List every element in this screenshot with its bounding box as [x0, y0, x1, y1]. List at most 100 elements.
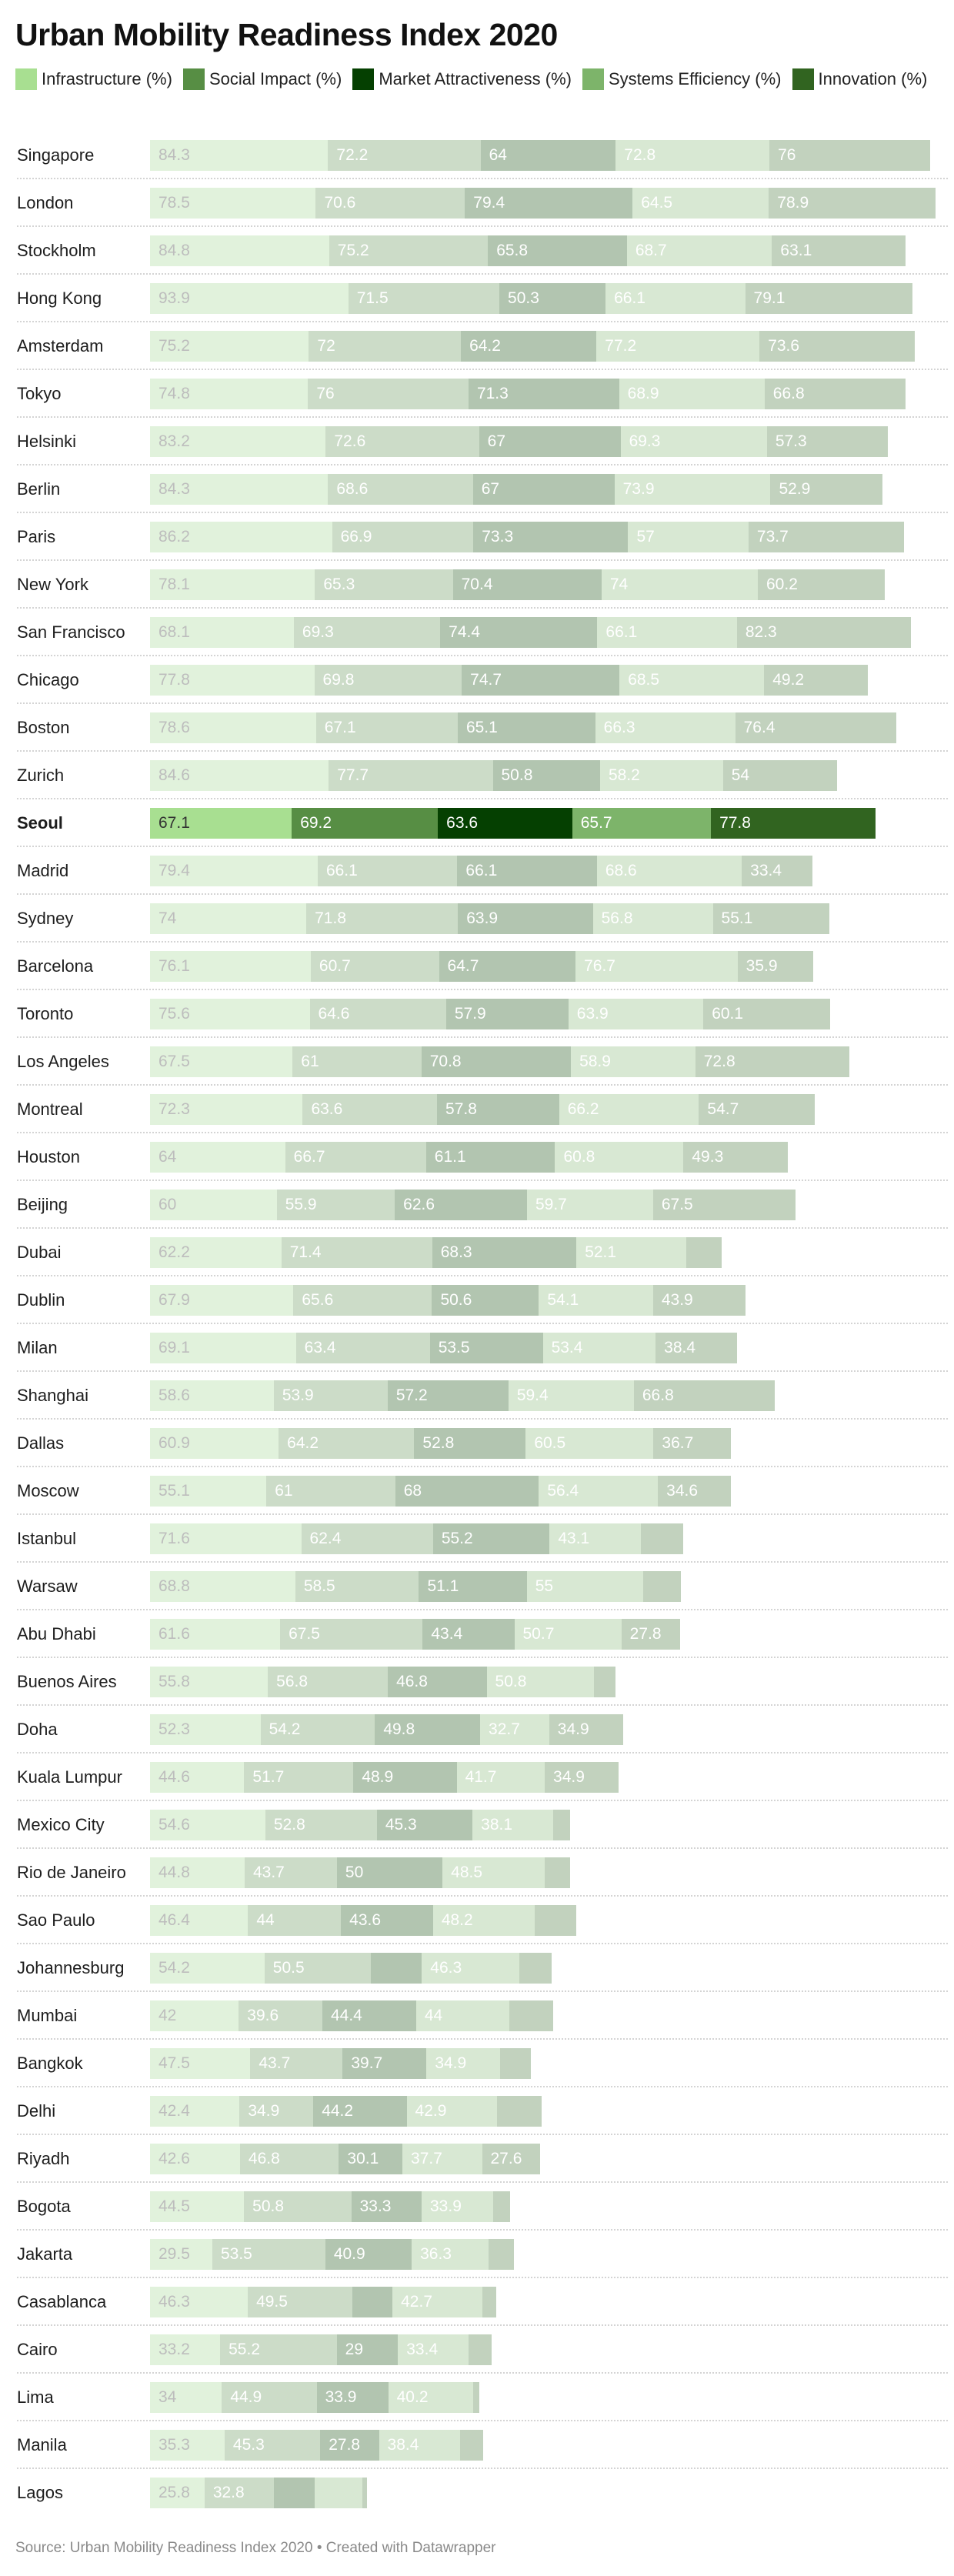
bar-segment-infrastructure[interactable]: 84.3: [150, 474, 329, 505]
bar-segment-systems-efficiency[interactable]: 65.7: [572, 808, 712, 839]
bar-segment-market-attractiveness[interactable]: 57.8: [437, 1094, 559, 1125]
bar-segment-market-attractiveness[interactable]: 74.4: [440, 617, 598, 648]
bar-segment-systems-efficiency[interactable]: 55: [526, 1571, 643, 1602]
bar-segment-market-attractiveness[interactable]: 62.6: [395, 1190, 527, 1220]
bar-segment-market-attractiveness[interactable]: 70.8: [421, 1046, 572, 1077]
bar-segment-market-attractiveness[interactable]: 55.2: [432, 1523, 550, 1554]
bar-segment-innovation[interactable]: [468, 2334, 492, 2365]
bar-segment-systems-efficiency[interactable]: 42.9: [406, 2096, 498, 2127]
bar-segment-innovation[interactable]: 52.9: [770, 474, 882, 505]
bar-segment-systems-efficiency[interactable]: 46.3: [422, 1953, 520, 1984]
bar-segment-innovation[interactable]: [488, 2239, 514, 2270]
bar-segment-innovation[interactable]: 66.8: [764, 379, 906, 409]
bar-segment-social-impact[interactable]: 55.2: [220, 2334, 337, 2365]
bar-segment-innovation[interactable]: [642, 1571, 682, 1602]
bar-segment-social-impact[interactable]: 68.6: [328, 474, 473, 505]
bar-segment-innovation[interactable]: [519, 1953, 552, 1984]
bar-segment-social-impact[interactable]: 55.9: [276, 1190, 395, 1220]
bar-segment-social-impact[interactable]: 63.6: [302, 1094, 438, 1125]
bar-segment-social-impact[interactable]: 51.7: [244, 1762, 354, 1793]
bar-segment-market-attractiveness[interactable]: 71.3: [468, 379, 619, 409]
bar-segment-market-attractiveness[interactable]: [371, 1953, 422, 1984]
bar-segment-infrastructure[interactable]: 42.6: [150, 2144, 240, 2174]
bar-segment-market-attractiveness[interactable]: 33.9: [316, 2382, 389, 2413]
bar-segment-innovation[interactable]: 35.9: [737, 951, 814, 982]
bar-segment-social-impact[interactable]: 63.4: [295, 1333, 430, 1363]
bar-segment-systems-efficiency[interactable]: 54.1: [539, 1285, 653, 1316]
bar-segment-innovation[interactable]: [482, 2287, 497, 2317]
bar-segment-innovation[interactable]: 34.6: [658, 1476, 732, 1507]
bar-segment-systems-efficiency[interactable]: 56.4: [539, 1476, 659, 1507]
bar-segment-innovation[interactable]: 78.9: [769, 188, 936, 219]
bar-segment-social-impact[interactable]: 69.3: [293, 617, 441, 648]
bar-segment-social-impact[interactable]: 66.7: [285, 1142, 426, 1173]
bar-segment-systems-efficiency[interactable]: 41.7: [456, 1762, 545, 1793]
bar-segment-market-attractiveness[interactable]: 27.8: [320, 2430, 379, 2461]
bar-segment-social-impact[interactable]: 72.2: [328, 140, 481, 171]
bar-segment-innovation[interactable]: 54: [722, 760, 837, 791]
bar-segment-infrastructure[interactable]: 78.1: [150, 569, 315, 600]
bar-segment-market-attractiveness[interactable]: 50.3: [499, 283, 606, 314]
bar-segment-innovation[interactable]: 49.2: [764, 665, 869, 696]
bar-segment-systems-efficiency[interactable]: 68.7: [626, 235, 772, 266]
bar-segment-market-attractiveness[interactable]: 64.2: [461, 331, 597, 362]
bar-segment-systems-efficiency[interactable]: 34.9: [426, 2048, 501, 2079]
bar-segment-systems-efficiency[interactable]: 50.8: [486, 1667, 594, 1697]
bar-segment-systems-efficiency[interactable]: 38.4: [379, 2430, 460, 2461]
bar-segment-innovation[interactable]: 49.3: [683, 1142, 788, 1173]
bar-segment-social-impact[interactable]: 64.6: [309, 999, 446, 1029]
bar-segment-market-attractiveness[interactable]: 61.1: [425, 1142, 555, 1173]
bar-segment-systems-efficiency[interactable]: 33.4: [398, 2334, 469, 2365]
bar-segment-market-attractiveness[interactable]: 44.4: [322, 2000, 416, 2031]
bar-segment-infrastructure[interactable]: 47.5: [150, 2048, 251, 2079]
bar-segment-infrastructure[interactable]: 60.9: [150, 1428, 279, 1459]
bar-segment-social-impact[interactable]: 46.8: [239, 2144, 339, 2174]
bar-segment-systems-efficiency[interactable]: 38.1: [472, 1810, 553, 1840]
bar-segment-market-attractiveness[interactable]: 57.2: [387, 1380, 509, 1411]
bar-segment-systems-efficiency[interactable]: 64.5: [632, 188, 769, 219]
bar-segment-infrastructure[interactable]: 42.4: [150, 2096, 240, 2127]
bar-segment-innovation[interactable]: 43.9: [652, 1285, 746, 1316]
bar-segment-social-impact[interactable]: 53.9: [273, 1380, 388, 1411]
bar-segment-infrastructure[interactable]: 44.5: [150, 2191, 245, 2222]
bar-segment-social-impact[interactable]: 71.4: [281, 1237, 432, 1268]
bar-segment-infrastructure[interactable]: 68.8: [150, 1571, 295, 1602]
bar-segment-innovation[interactable]: 27.6: [482, 2144, 541, 2174]
bar-segment-social-impact[interactable]: 61: [292, 1046, 422, 1077]
bar-segment-infrastructure[interactable]: 74: [150, 903, 307, 934]
bar-segment-systems-efficiency[interactable]: 69.3: [620, 426, 767, 457]
bar-segment-market-attractiveness[interactable]: 40.9: [325, 2239, 412, 2270]
bar-segment-innovation[interactable]: 60.2: [758, 569, 886, 600]
bar-segment-innovation[interactable]: 60.1: [703, 999, 831, 1029]
bar-segment-systems-efficiency[interactable]: 48.2: [432, 1905, 535, 1936]
bar-segment-infrastructure[interactable]: 79.4: [150, 856, 318, 886]
bar-segment-infrastructure[interactable]: 83.2: [150, 426, 326, 457]
bar-segment-market-attractiveness[interactable]: 79.4: [465, 188, 633, 219]
bar-segment-infrastructure[interactable]: 84.3: [150, 140, 329, 171]
bar-segment-systems-efficiency[interactable]: 48.5: [442, 1857, 545, 1888]
bar-segment-infrastructure[interactable]: 86.2: [150, 522, 332, 552]
bar-segment-market-attractiveness[interactable]: 50.8: [492, 760, 600, 791]
bar-segment-infrastructure[interactable]: 77.8: [150, 665, 315, 696]
bar-segment-infrastructure[interactable]: 25.8: [150, 2478, 205, 2508]
bar-segment-infrastructure[interactable]: 55.1: [150, 1476, 267, 1507]
bar-segment-innovation[interactable]: [500, 2048, 532, 2079]
bar-segment-infrastructure[interactable]: 64: [150, 1142, 285, 1173]
bar-segment-systems-efficiency[interactable]: 66.3: [595, 712, 736, 743]
bar-segment-systems-efficiency[interactable]: 52.1: [576, 1237, 687, 1268]
bar-segment-innovation[interactable]: 33.4: [742, 856, 812, 886]
bar-segment-market-attractiveness[interactable]: 48.9: [353, 1762, 457, 1793]
bar-segment-social-impact[interactable]: 71.5: [348, 283, 500, 314]
bar-segment-innovation[interactable]: 76.4: [735, 712, 897, 743]
bar-segment-infrastructure[interactable]: 78.5: [150, 188, 316, 219]
bar-segment-innovation[interactable]: 57.3: [766, 426, 889, 457]
bar-segment-infrastructure[interactable]: 52.3: [150, 1714, 261, 1745]
bar-segment-infrastructure[interactable]: 69.1: [150, 1333, 296, 1363]
bar-segment-systems-efficiency[interactable]: 74: [601, 569, 758, 600]
bar-segment-systems-efficiency[interactable]: 72.8: [615, 140, 770, 171]
bar-segment-systems-efficiency[interactable]: 50.7: [514, 1619, 622, 1650]
bar-segment-social-impact[interactable]: 32.8: [204, 2478, 274, 2508]
bar-segment-infrastructure[interactable]: 55.8: [150, 1667, 269, 1697]
bar-segment-systems-efficiency[interactable]: 76.7: [575, 951, 738, 982]
bar-segment-social-impact[interactable]: 62.4: [301, 1523, 433, 1554]
